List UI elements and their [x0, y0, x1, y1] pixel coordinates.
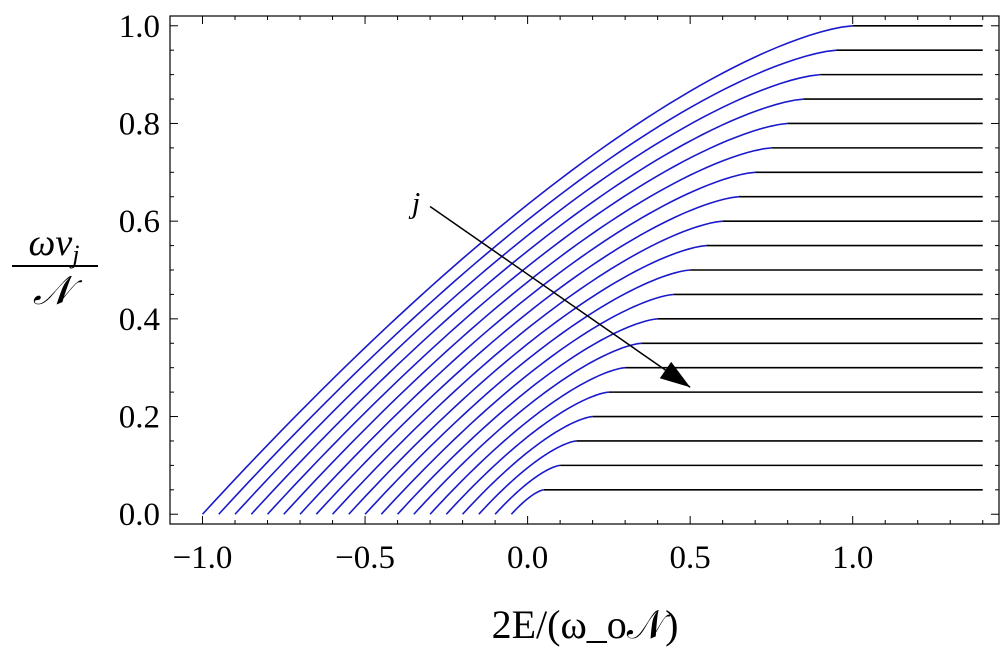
series-group — [201, 24, 983, 515]
series-curve-j10 — [348, 244, 707, 515]
series-curve-j3 — [234, 73, 821, 515]
series-curve-j13 — [396, 318, 658, 515]
series-curve-j14 — [413, 342, 642, 515]
series-curve-j20 — [510, 489, 544, 515]
y-axis-title-numerator: ωνj — [29, 222, 80, 269]
x-tick-label: 1.0 — [832, 540, 873, 576]
series-curve-j4 — [250, 98, 805, 515]
series-curve-j11 — [364, 269, 691, 515]
annotation-group: j — [408, 187, 691, 388]
x-axis-title: 2E/(ω_o𝒩) — [492, 602, 679, 647]
series-curve-j2 — [218, 49, 837, 515]
series-curve-j5 — [266, 122, 788, 515]
tick-marks — [169, 16, 999, 524]
series-curve-j6 — [283, 147, 772, 515]
series-curve-j8 — [315, 195, 740, 515]
series-curve-j16 — [445, 391, 609, 515]
x-tick-label: −0.5 — [335, 540, 395, 576]
annotation-arrowhead — [659, 361, 691, 388]
annotation-label: j — [408, 187, 420, 220]
x-tick-label: 0.0 — [507, 540, 548, 576]
series-curve-j1 — [201, 24, 853, 515]
x-tick-label: 0.5 — [670, 540, 711, 576]
y-tick-label: 1.0 — [119, 9, 160, 45]
series-curve-j17 — [462, 415, 593, 515]
series-curve-j12 — [380, 293, 674, 515]
series-curve-j15 — [429, 366, 626, 515]
series-curve-j9 — [331, 220, 723, 515]
y-tick-label: 0.6 — [119, 204, 160, 240]
x-tick-label: −1.0 — [173, 540, 233, 576]
y-tick-label: 0.0 — [119, 497, 160, 533]
y-tick-label: 0.8 — [119, 106, 160, 142]
y-axis-title: ωνj 𝒩 — [12, 222, 98, 313]
y-tick-labels: 0.0 0.2 0.4 0.6 0.8 1.0 — [119, 9, 160, 533]
y-tick-label: 0.4 — [119, 302, 160, 338]
series-curve-j19 — [494, 464, 561, 515]
x-tick-labels: −1.0 −0.5 0.0 0.5 1.0 — [173, 540, 874, 576]
series-curve-j18 — [478, 440, 577, 515]
y-tick-label: 0.2 — [119, 400, 160, 436]
y-axis-title-denominator: 𝒩 — [33, 268, 83, 313]
annotation-arrow-line — [429, 205, 691, 388]
series-curve-j7 — [299, 171, 756, 515]
